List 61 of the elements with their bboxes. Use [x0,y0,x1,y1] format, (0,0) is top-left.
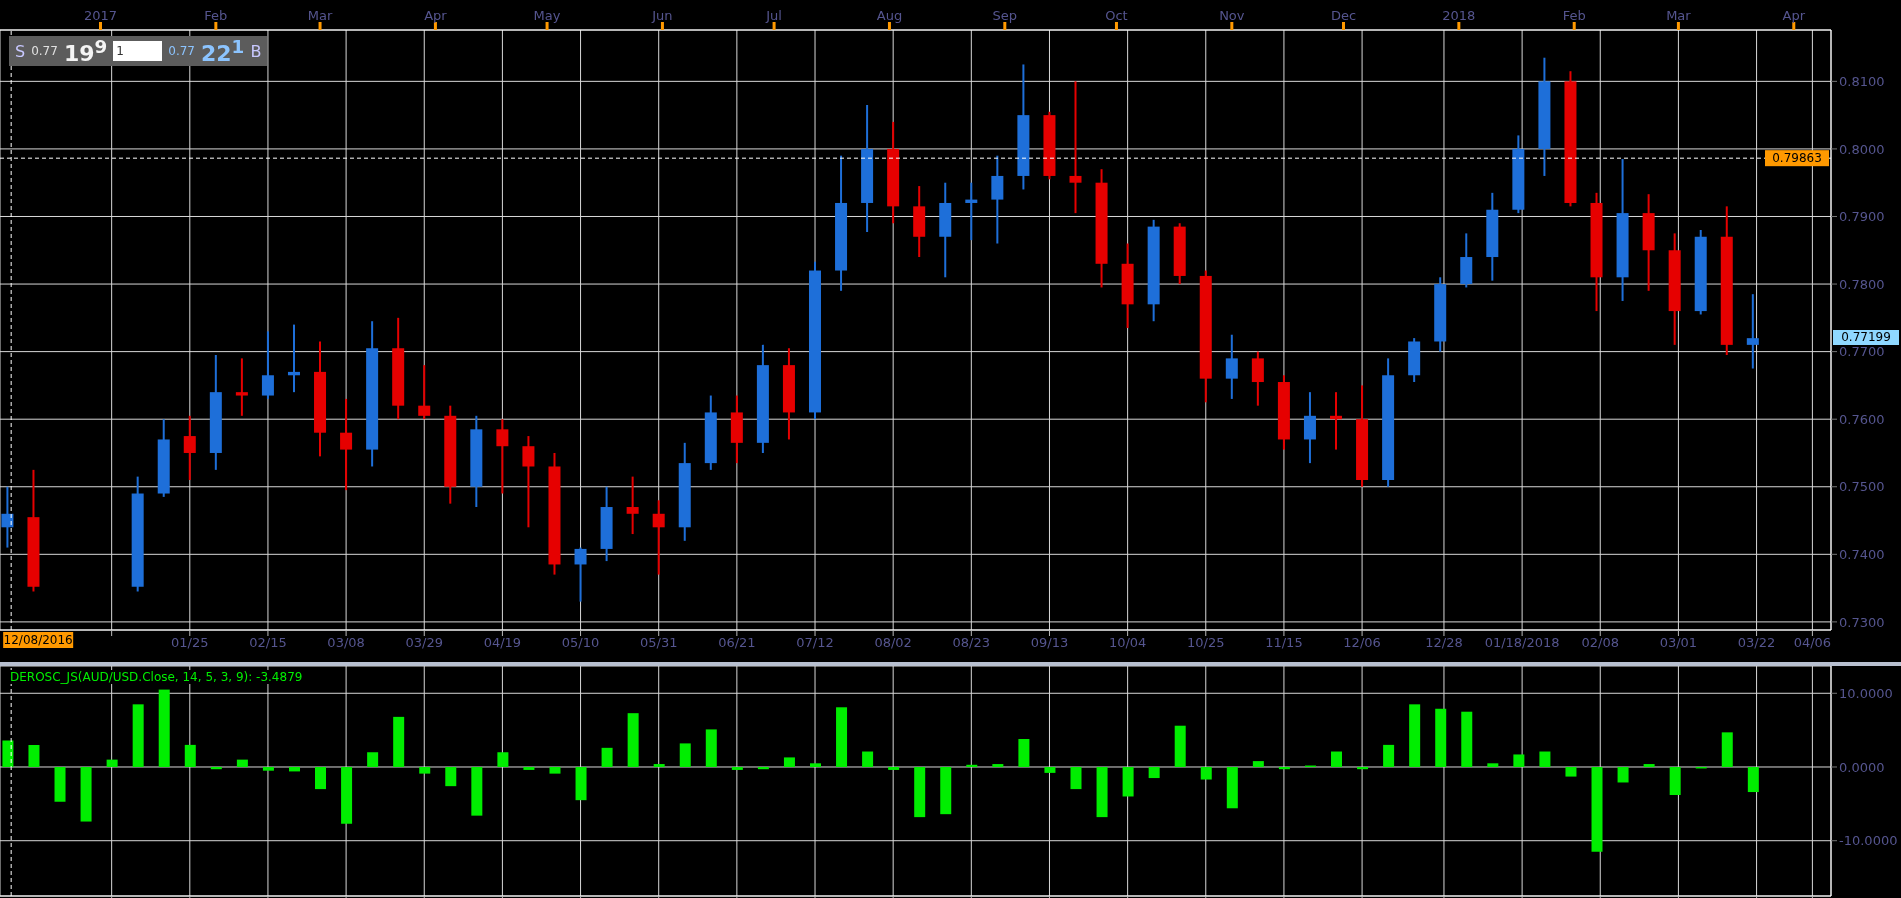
x-tick-label: 05/31 [639,635,678,651]
x-tick-label: 03/01 [1659,635,1698,651]
chart-title: DEROSC_JS(AUD/USD.Close, 14, 5, 3, 9): -3.4879 [8,670,305,684]
x-tick-label: 03/29 [405,635,443,651]
annotation: S [15,41,26,61]
x2-tick-label: Nov [1219,8,1245,23]
x-tick-label: 06/21 [718,635,756,651]
annotation: 1 [113,41,163,61]
annotation: B [250,41,262,61]
x-tick-label: 12/06 [1343,635,1381,651]
y-tick-label: 0.8000 [1839,141,1885,157]
x2-tick-label: 2018 [1442,8,1476,23]
annotation: 0.77 [168,44,195,58]
ref-line-label: 0.79863 [1772,151,1822,166]
x-tick-label: 12/28 [1425,635,1463,651]
x-tick-label: 01/18/2018 [1484,635,1560,651]
annotation: 19$^{9}$ [63,35,108,67]
x-tick-label: 03/08 [327,635,365,651]
annotation: 22$^{1}$ [200,35,245,67]
y-tick-label: 0.8100 [1839,73,1885,89]
y-tick-label: -10.0000 [1839,833,1898,849]
y-tick-label: 0.7500 [1839,479,1885,495]
x-tick-label: 08/02 [874,635,912,651]
x2-tick-label: Jun [651,8,673,23]
x2-tick-label: Feb [204,8,228,23]
x-tick-label: 08/23 [952,635,991,651]
y-tick-label: 0.7700 [1839,344,1885,360]
x-tick-label: 03/22 [1737,635,1776,651]
y-tick-label: 10.0000 [1839,685,1893,701]
text: 0.77199 [1833,330,1899,346]
x-tick-label: 07/12 [796,635,834,651]
x2-tick-label: Aug [876,8,903,23]
x2-tick-label: 2017 [83,8,118,23]
x-tick-label: 09/13 [1030,635,1069,651]
x-tick-label: 02/15 [249,635,287,651]
x2-tick-label: Apr [1782,8,1806,23]
x2-tick-label: Sep [992,8,1018,23]
x2-tick-label: Feb [1562,8,1586,23]
x2-tick-label: May [533,8,561,23]
x2-tick-label: Oct [1105,8,1128,23]
x-tick-label: 10/25 [1187,635,1225,651]
x-tick-label: 04/06 [1793,635,1832,651]
x2-tick-label: Mar [307,8,333,23]
x-tick-label: 01/25 [171,635,209,651]
x-tick-label: 10/04 [1108,635,1147,651]
y-tick-label: 0.7600 [1839,411,1885,427]
annotation: 0.77 [31,44,58,58]
y-tick-label: 0.7900 [1839,209,1885,225]
x2-tick-label: Dec [1330,8,1357,23]
y-tick-label: 0.7300 [1839,614,1885,630]
y-tick-label: 0.7800 [1839,276,1885,292]
x-tick-label: 02/08 [1581,635,1619,651]
y-tick-label: 0.7400 [1839,546,1885,562]
x-tick-label: 11/15 [1265,635,1303,651]
x2-tick-label: Jul [765,8,782,23]
ref-line-label: 12/08/2016 [3,633,73,647]
x2-tick-label: Mar [1666,8,1692,23]
x2-tick-label: Apr [424,8,448,23]
x-tick-label: 05/10 [561,635,600,651]
y-tick-label: 0.0000 [1839,759,1885,775]
x-tick-label: 04/19 [483,635,522,651]
